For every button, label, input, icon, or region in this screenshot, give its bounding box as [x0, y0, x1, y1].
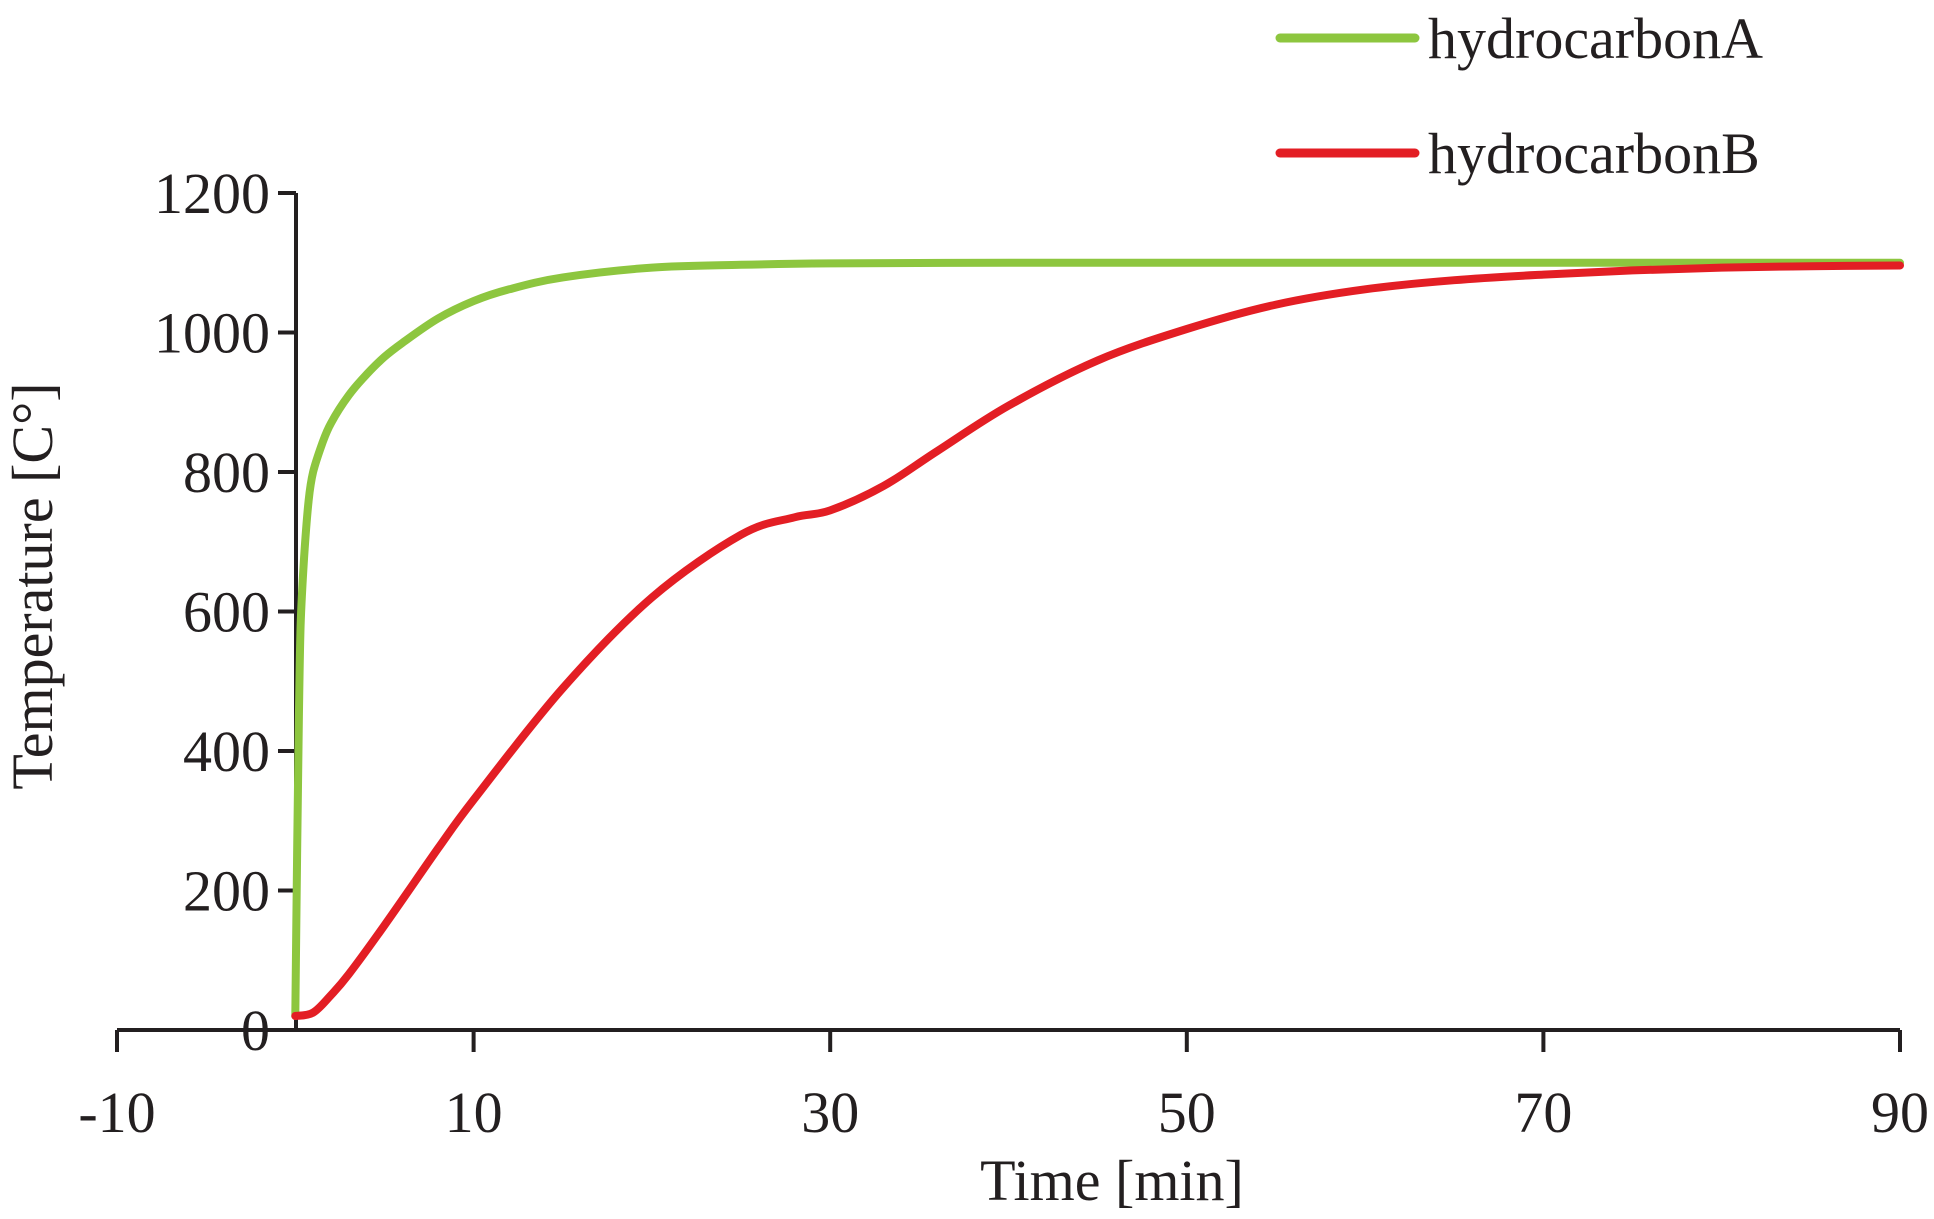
- x-axis-ticks: -10 10 30 50 70 90: [78, 1030, 1929, 1145]
- x-tick-label: 70: [1514, 1080, 1572, 1145]
- y-axis-title: Temperature [C°]: [0, 382, 65, 789]
- x-axis-title: Time [min]: [980, 1148, 1244, 1213]
- series-line-hydrocarbonB: [291, 261, 1904, 1020]
- legend: hydrocarbonA hydrocarbonB: [1275, 6, 1763, 186]
- axes: [117, 193, 1900, 1032]
- y-tick-label: 600: [183, 580, 270, 645]
- y-tick-label: 1000: [154, 301, 270, 366]
- x-tick-label: 90: [1871, 1080, 1929, 1145]
- series-lines: [291, 258, 1904, 1020]
- y-tick-label: 800: [183, 440, 270, 505]
- x-tick-label: 30: [801, 1080, 859, 1145]
- y-tick-label: 0: [241, 998, 270, 1063]
- legend-label-hydrocarbonA: hydrocarbonA: [1428, 6, 1763, 71]
- legend-label-hydrocarbonB: hydrocarbonB: [1428, 121, 1760, 186]
- x-tick-label: -10: [78, 1080, 155, 1145]
- y-tick-label: 400: [183, 719, 270, 784]
- y-tick-label: 200: [183, 859, 270, 924]
- y-tick-label: 1200: [154, 161, 270, 226]
- x-tick-label: 50: [1158, 1080, 1216, 1145]
- series-line-hydrocarbonA: [291, 258, 1904, 1020]
- x-tick-label: 10: [445, 1080, 503, 1145]
- y-axis-ticks: 0 200 400 600 800 1000 1200: [154, 161, 296, 1063]
